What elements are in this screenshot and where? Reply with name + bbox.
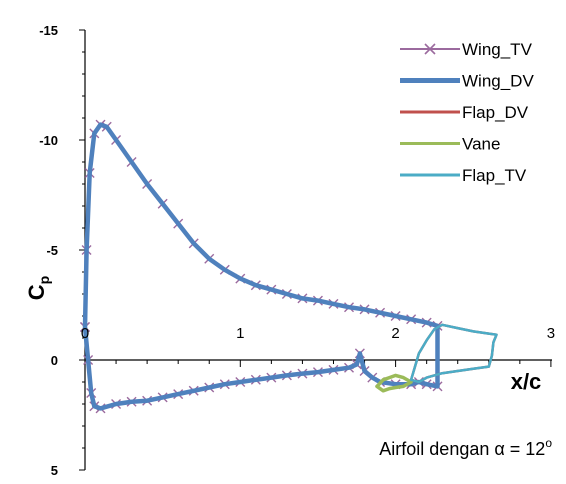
series-layer (80, 119, 498, 414)
legend-label-vane: Vane (462, 135, 500, 154)
annotation-prefix: Airfoil dengan (379, 439, 494, 459)
legend-label-flap-dv: Flap_DV (462, 103, 529, 122)
y-tick-label: -15 (39, 23, 58, 38)
annotation-mid: = 12 (505, 439, 546, 459)
legend-item-wing-tv: Wing_TV (400, 40, 533, 59)
x-tick-label: 3 (547, 325, 555, 342)
x-tick-label: 2 (391, 325, 399, 342)
x-axis-label: x/c (511, 369, 542, 394)
y-axis-label: Cp (24, 276, 52, 300)
y-tick-label: -5 (46, 243, 58, 258)
series-line-flap-tv (409, 323, 498, 384)
series-flap-tv (409, 323, 498, 384)
legend-label-wing-tv: Wing_TV (462, 40, 533, 59)
y-axis-label-sub: p (36, 276, 52, 285)
legend-item-wing-dv: Wing_DV (400, 72, 534, 91)
y-tick-label: 5 (51, 463, 58, 478)
annotation-alpha: α (494, 439, 504, 459)
y-tick-label: -10 (39, 133, 58, 148)
series-wing-dv (82, 122, 440, 411)
legend-item-vane: Vane (400, 135, 500, 154)
y-tick-label: 0 (51, 353, 58, 368)
series-vane (375, 373, 413, 393)
y-axis-label-main: C (24, 284, 49, 300)
legend: Wing_TV Wing_DV Flap_DV Vane Flap_TV (400, 40, 534, 185)
legend-label-wing-dv: Wing_DV (462, 72, 534, 91)
series-line-wing-dv (82, 122, 440, 411)
annotation-degree: o (545, 436, 552, 450)
legend-item-flap-dv: Flap_DV (400, 103, 529, 122)
x-tick-label: 1 (236, 325, 244, 342)
legend-item-flap-tv: Flap_TV (400, 166, 527, 185)
legend-label-flap-tv: Flap_TV (462, 166, 527, 185)
series-line-vane (375, 373, 413, 393)
legend-marker-icon (424, 43, 436, 55)
tick-labels: -15 -10 -5 0 5 0 1 2 3 (39, 23, 555, 478)
x-tick-label: 0 (81, 325, 89, 342)
annotation-text: Airfoil dengan α = 12o (379, 436, 552, 459)
